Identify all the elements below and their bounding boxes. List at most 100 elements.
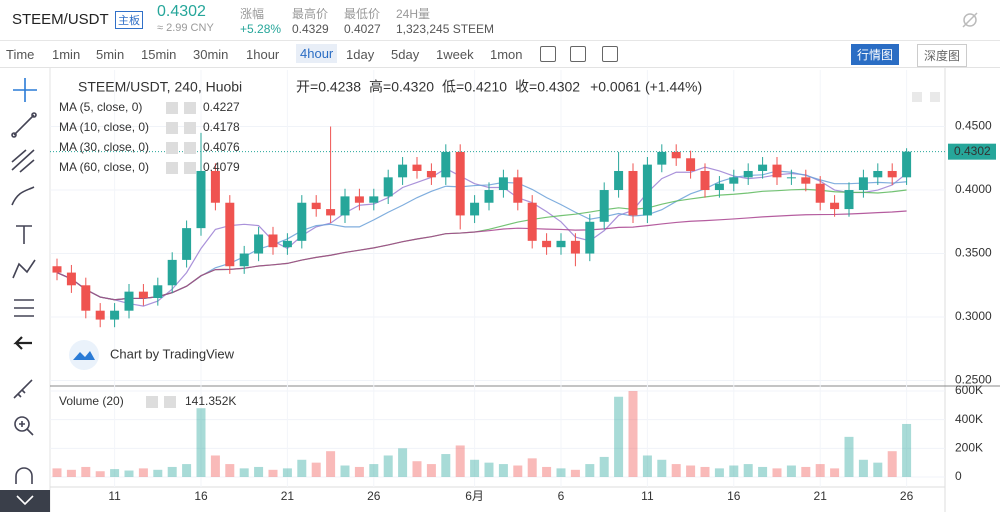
volume-bar [311,462,321,477]
y-tick-label: 0.3000 [955,309,992,323]
volume-bar [873,462,883,477]
header: STEEM/USDT 主板 0.4302 ≈ 2.99 CNY 涨幅 +5.28%… [0,0,1000,41]
left-toolbar [0,68,50,512]
last-price-tag [948,143,996,160]
interval[interactable]: 4hour [296,44,338,63]
settings-icon[interactable] [166,122,178,134]
volume-bar [642,455,652,477]
interval[interactable]: Time [6,47,35,62]
candle-body [527,202,537,241]
volume-bar [801,466,811,477]
tool-icon[interactable] [602,46,618,62]
interval[interactable]: 5day [391,47,420,62]
volume-bar [628,391,638,477]
volume-bar [830,468,840,477]
cny: ≈ 2.99 CNY [157,22,214,34]
volume-bar [657,459,667,477]
volume-bar [758,466,768,477]
hide-icon[interactable] [960,10,980,30]
candle-body [369,196,379,203]
y-tick-label: 0.4000 [955,182,992,196]
interval[interactable]: 30min [193,47,229,62]
candle-body [657,151,667,165]
ohlc-value: 0.4320 [391,79,434,95]
candle-body [642,164,652,216]
volume-bar [743,464,753,477]
volume-bar [52,468,62,477]
volume-bar [614,396,624,477]
pane-button[interactable] [930,92,940,102]
stat-value: 1,323,245 STEEM [396,22,495,36]
candle-body [455,151,465,216]
volume-bar [297,459,307,477]
view-button[interactable]: 行情图 [851,44,900,65]
candle-body [441,151,451,178]
ma-name: MA (10, close, 0) [59,120,149,134]
volume-bar [527,458,537,477]
tool-icon[interactable] [540,46,556,62]
interval[interactable]: 1day [346,47,375,62]
interval[interactable]: 1hour [246,47,280,62]
volume-bar [729,465,739,477]
candle-body [858,177,868,191]
candle-body [585,221,595,254]
candle-body [124,291,134,311]
volume-bar [282,468,292,477]
ma-line [56,210,907,301]
ma-name: MA (60, close, 0) [59,160,149,174]
interval[interactable]: 1week [436,47,474,62]
volume-bar [700,466,710,477]
collapse-icon [16,495,34,506]
volume-bar [182,464,192,477]
interval[interactable]: 5min [96,47,125,62]
candle-body [801,177,811,184]
close-icon[interactable] [164,396,176,408]
collapse[interactable] [0,490,50,512]
y-tick-label: 0.3500 [955,246,992,260]
stat-label: 最高价 [292,7,329,21]
x-tick-label: 26 [367,489,381,503]
candle-body [873,170,883,178]
volume-bar [326,451,336,477]
ma-value: 0.4178 [203,120,240,134]
close-icon[interactable] [184,122,196,134]
candle-body [297,202,307,241]
candle-body [66,272,76,286]
candle-body [815,183,825,203]
watermark: Chart by TradingView [110,346,235,361]
candle-body [513,177,523,203]
candle-body [167,259,177,286]
settings-icon[interactable] [166,142,178,154]
watermark-logo [69,340,99,370]
settings-icon[interactable] [166,102,178,114]
stat-value: +5.28% [240,22,282,36]
candle-body [556,240,566,248]
x-tick-label: 16 [194,489,208,503]
volume-bar [599,456,609,477]
candle-body [81,285,91,311]
volume-bar [369,464,379,477]
last-price-label: 0.4302 [954,144,991,158]
settings-icon[interactable] [166,162,178,174]
ma-name: MA (30, close, 0) [59,140,149,154]
volume-tick-label: 0 [955,469,962,483]
close-icon[interactable] [184,162,196,174]
volume-bar [354,466,364,477]
interval[interactable]: 1mon [490,47,523,62]
pane-button[interactable] [912,92,922,102]
candle-body [196,170,206,229]
candle-body [671,151,681,159]
ohlc-label: 收= [515,79,537,95]
tool-icon[interactable] [570,46,586,62]
drawing-tools[interactable] [11,78,37,484]
settings-icon[interactable] [146,396,158,408]
candle-body [354,196,364,203]
interval[interactable]: 1min [52,47,81,62]
close-icon[interactable] [184,102,196,114]
view-button[interactable]: 深度图 [917,44,968,67]
interval[interactable]: 15min [141,47,177,62]
legend-title: STEEM/USDT, 240, Huobi [78,79,242,95]
volume-tick-label: 600K [955,383,983,397]
close-icon[interactable] [184,142,196,154]
